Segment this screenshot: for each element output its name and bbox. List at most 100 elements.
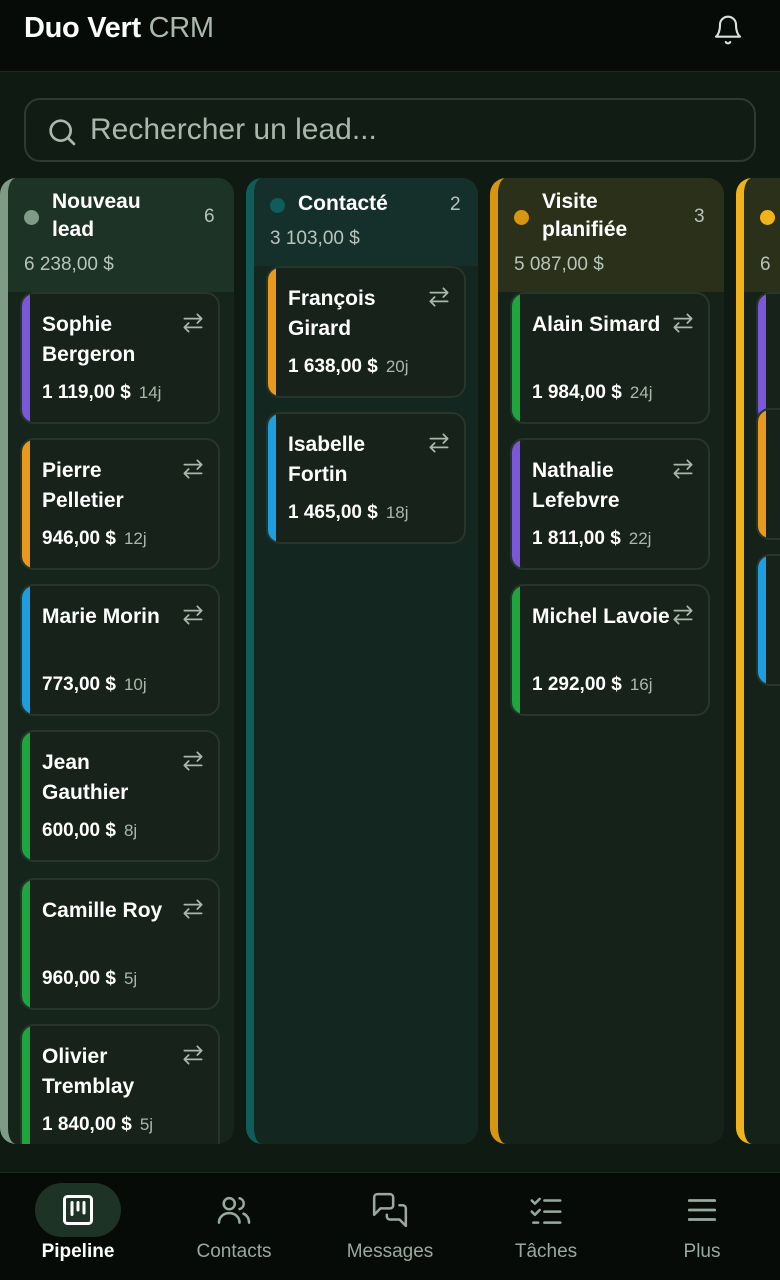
lead-age: 8j (123, 821, 138, 840)
menu-icon (687, 1199, 717, 1221)
nav-label: Pipeline (41, 1241, 115, 1262)
lead-amount: 1 292,00 $ (532, 674, 622, 695)
lead-name: Marie Morin (42, 605, 160, 628)
move-arrows-icon[interactable] (426, 284, 452, 310)
column-count: 2 (450, 194, 461, 215)
column-total: 6 (760, 254, 771, 275)
lead-name: Jean Gauthier (42, 751, 129, 804)
lead-card[interactable]: Olivier Tremblay 1 840,00 $ 5j (20, 1024, 220, 1144)
nav-taches[interactable]: Tâches (476, 1183, 616, 1273)
lead-card[interactable]: Michel Lavoie 1 292,00 $ 16j (510, 584, 710, 716)
card-stripe (758, 410, 766, 538)
move-arrows-icon[interactable] (670, 456, 696, 482)
lead-card[interactable]: Marie Morin 773,00 $ 10j (20, 584, 220, 716)
lead-age: 14j (138, 383, 162, 402)
lead-age: 10j (123, 675, 147, 694)
lead-name: Isabelle Fortin (288, 433, 366, 486)
lead-name: Camille Roy (42, 899, 163, 922)
lead-amount: 960,00 $ (42, 968, 116, 989)
lead-card[interactable]: Pierre Pelletier 946,00 $ 12j (20, 438, 220, 570)
column-status-dot (514, 210, 529, 225)
column-header[interactable]: Nouveau lead 6 6 238,00 $ (8, 178, 234, 292)
card-stripe (22, 1026, 30, 1144)
card-stripe (512, 586, 520, 714)
notifications-button[interactable] (708, 10, 748, 50)
lead-amount: 1 840,00 $ (42, 1114, 132, 1135)
column-nouveau-lead: Nouveau lead 6 6 238,00 $ Sophie Bergero… (0, 178, 234, 1144)
column-partial: 6 (736, 178, 780, 1144)
column-header[interactable]: 6 (744, 178, 780, 292)
card-stripe (22, 440, 30, 568)
nav-pipeline[interactable]: Pipeline (8, 1183, 148, 1273)
move-arrows-icon[interactable] (180, 896, 206, 922)
column-title: Contacté (298, 192, 388, 215)
users-icon (217, 1196, 251, 1224)
nav-label: Contacts (196, 1241, 272, 1262)
lead-amount: 600,00 $ (42, 820, 116, 841)
card-stripe (758, 556, 766, 684)
lead-card[interactable] (756, 408, 780, 540)
lead-name: François Girard (288, 287, 376, 340)
lead-card[interactable]: François Girard 1 638,00 $ 20j (266, 266, 466, 398)
lead-card[interactable]: Sophie Bergeron 1 119,00 $ 14j (20, 292, 220, 424)
lead-amount: 1 811,00 $ (532, 528, 621, 549)
column-title: Visite planifiée (542, 190, 628, 241)
lead-age: 24j (629, 383, 653, 402)
column-status-dot (24, 210, 39, 225)
search-bar[interactable] (24, 98, 756, 162)
column-visite-planifiee: Visite planifiée 3 5 087,00 $ Alain Sima… (490, 178, 724, 1144)
lead-age: 12j (123, 529, 147, 548)
column-status-dot (760, 210, 775, 225)
lead-card[interactable] (756, 292, 780, 424)
card-stripe (758, 294, 766, 422)
lead-card[interactable]: Isabelle Fortin 1 465,00 $ 18j (266, 412, 466, 544)
column-total: 5 087,00 $ (514, 254, 604, 275)
lead-age: 5j (139, 1115, 154, 1134)
brand-name: Duo Vert (24, 12, 141, 44)
brand-suffix: CRM (148, 12, 214, 44)
column-count: 6 (204, 206, 215, 227)
move-arrows-icon[interactable] (180, 310, 206, 336)
lead-card[interactable]: Nathalie Lefebvre 1 811,00 $ 22j (510, 438, 710, 570)
column-status-dot (270, 198, 285, 213)
nav-plus[interactable]: Plus (632, 1183, 772, 1273)
nav-label: Tâches (514, 1241, 578, 1262)
card-stripe (22, 294, 30, 422)
move-arrows-icon[interactable] (670, 310, 696, 336)
column-contacte: Contacté 2 3 103,00 $ François Girard 1 … (246, 178, 478, 1144)
lead-amount: 773,00 $ (42, 674, 116, 695)
card-stripe (22, 732, 30, 860)
tasks-icon (530, 1197, 562, 1224)
move-arrows-icon[interactable] (426, 430, 452, 456)
nav-contacts[interactable]: Contacts (164, 1183, 304, 1273)
nav-messages[interactable]: Messages (320, 1183, 460, 1273)
lead-amount: 946,00 $ (42, 528, 116, 549)
column-header[interactable]: Contacté 2 3 103,00 $ (254, 178, 478, 266)
card-stripe (512, 294, 520, 422)
lead-name: Nathalie Lefebvre (532, 459, 620, 512)
kanban-icon (63, 1195, 93, 1225)
search-icon (49, 119, 76, 146)
lead-age: 16j (629, 675, 653, 694)
lead-age: 18j (385, 503, 409, 522)
move-arrows-icon[interactable] (670, 602, 696, 628)
move-arrows-icon[interactable] (180, 602, 206, 628)
lead-card[interactable]: Jean Gauthier 600,00 $ 8j (20, 730, 220, 862)
card-stripe (22, 586, 30, 714)
search-input[interactable] (90, 108, 730, 152)
card-stripe (22, 880, 30, 1008)
lead-card[interactable]: Alain Simard 1 984,00 $ 24j (510, 292, 710, 424)
lead-card[interactable]: Camille Roy 960,00 $ 5j (20, 878, 220, 1010)
card-stripe (268, 268, 276, 396)
lead-name: Alain Simard (532, 313, 661, 336)
nav-label: Plus (683, 1241, 721, 1262)
column-count: 3 (694, 206, 705, 227)
column-title: Nouveau lead (52, 190, 141, 241)
move-arrows-icon[interactable] (180, 1042, 206, 1068)
card-stripe (268, 414, 276, 542)
move-arrows-icon[interactable] (180, 456, 206, 482)
pipeline-board[interactable]: Nouveau lead 6 6 238,00 $ Sophie Bergero… (0, 178, 780, 1144)
column-header[interactable]: Visite planifiée 3 5 087,00 $ (498, 178, 724, 292)
move-arrows-icon[interactable] (180, 748, 206, 774)
lead-card[interactable] (756, 554, 780, 686)
